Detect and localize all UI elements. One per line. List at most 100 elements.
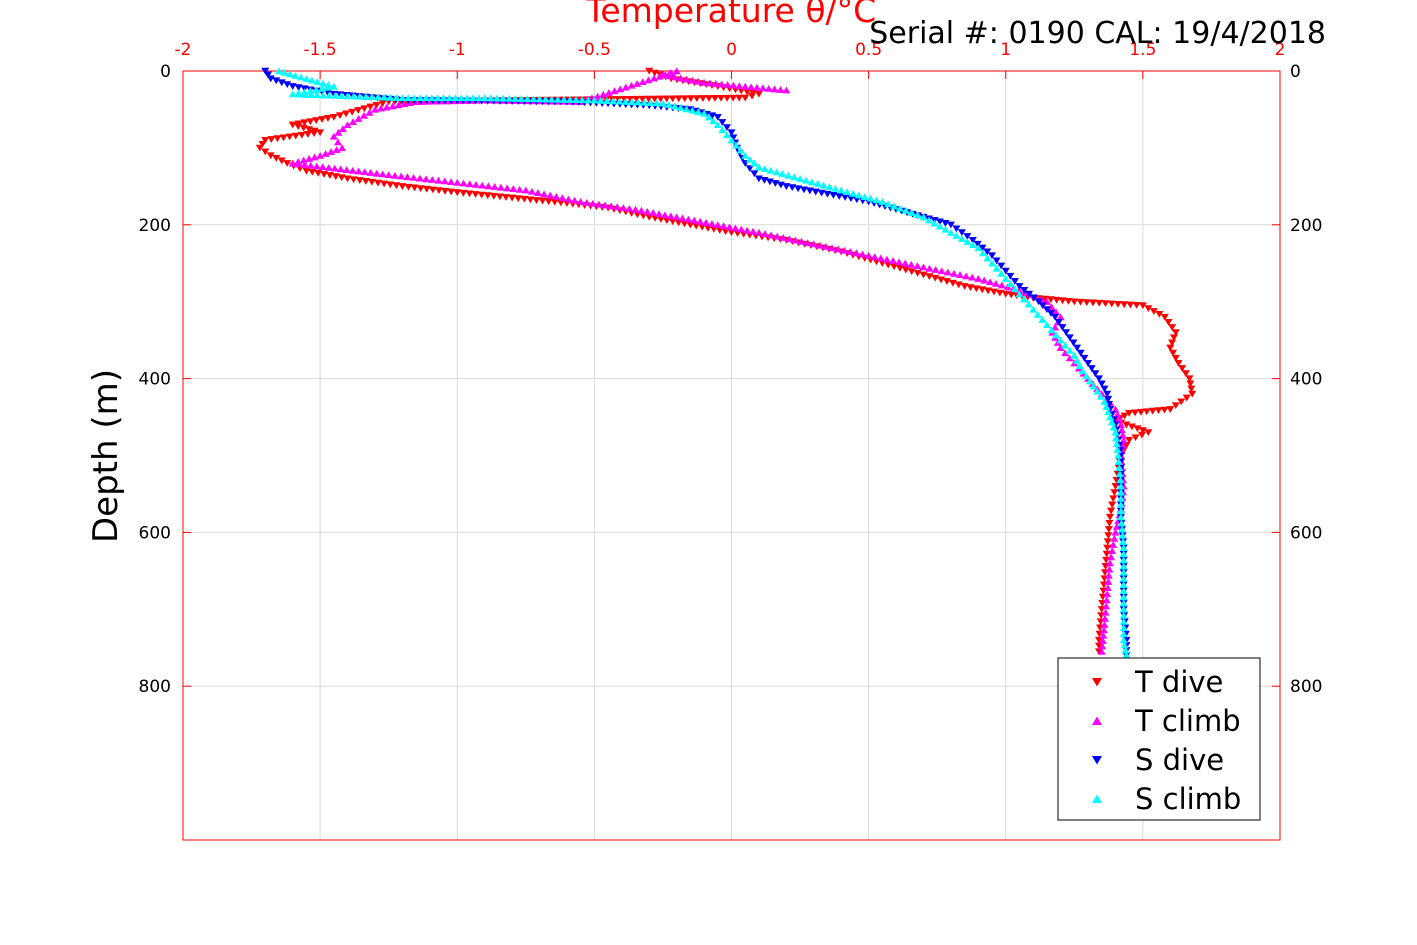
x-tick-label: -1 bbox=[449, 40, 466, 60]
data-point-s-climb bbox=[837, 186, 846, 194]
data-point-t-climb bbox=[754, 228, 763, 236]
data-point-t-climb bbox=[672, 67, 681, 75]
data-point-s-dive bbox=[782, 183, 791, 190]
data-point-t-climb bbox=[666, 212, 675, 220]
data-point-t-climb bbox=[484, 182, 493, 190]
data-point-t-dive bbox=[748, 92, 757, 100]
data-point-s-dive bbox=[1087, 365, 1096, 372]
data-point-s-climb bbox=[329, 82, 338, 90]
data-point-s-climb bbox=[280, 68, 289, 76]
data-point-s-climb bbox=[1119, 630, 1128, 638]
data-point-s-climb bbox=[872, 196, 881, 204]
data-point-t-dive bbox=[1133, 425, 1142, 433]
data-point-t-climb bbox=[1105, 559, 1114, 567]
legend-label: S dive bbox=[1135, 743, 1224, 777]
data-point-s-climb bbox=[1082, 372, 1091, 380]
data-point-s-dive bbox=[978, 244, 987, 252]
data-point-s-dive bbox=[799, 186, 808, 194]
x-tick-label: 0.5 bbox=[855, 40, 882, 60]
data-point-t-climb bbox=[637, 206, 646, 214]
data-point-t-climb bbox=[741, 82, 750, 90]
data-point-t-dive bbox=[907, 268, 916, 276]
data-point-s-climb bbox=[848, 189, 857, 197]
data-point-t-dive bbox=[1104, 526, 1113, 533]
data-point-t-climb bbox=[684, 215, 693, 223]
data-point-t-climb bbox=[643, 208, 652, 215]
data-point-s-climb bbox=[878, 198, 887, 205]
data-point-t-dive bbox=[1154, 407, 1163, 415]
data-point-s-dive bbox=[1103, 390, 1112, 398]
data-point-s-climb bbox=[1116, 494, 1125, 502]
data-point-t-dive bbox=[984, 287, 993, 295]
data-point-t-dive bbox=[1122, 421, 1131, 429]
data-point-t-climb bbox=[943, 268, 952, 276]
data-point-t-climb bbox=[310, 153, 319, 161]
data-point-s-climb bbox=[1114, 458, 1123, 465]
data-point-t-climb bbox=[743, 226, 752, 234]
data-point-t-climb bbox=[644, 76, 653, 84]
data-point-s-climb bbox=[784, 171, 793, 179]
data-point-t-dive bbox=[1125, 410, 1134, 417]
data-point-s-climb bbox=[658, 99, 667, 107]
data-point-t-climb bbox=[406, 99, 415, 107]
data-point-s-climb bbox=[913, 211, 922, 219]
data-point-t-climb bbox=[503, 184, 512, 192]
data-point-t-climb bbox=[767, 231, 776, 239]
data-point-s-dive bbox=[283, 81, 292, 89]
data-point-t-dive bbox=[662, 95, 671, 103]
data-point-s-dive bbox=[794, 185, 803, 193]
data-point-t-dive bbox=[680, 95, 689, 103]
data-point-t-climb bbox=[779, 234, 788, 241]
data-point-s-climb bbox=[997, 269, 1006, 277]
data-point-s-climb bbox=[445, 94, 454, 102]
data-point-t-dive bbox=[1142, 408, 1151, 416]
data-point-t-dive bbox=[942, 278, 951, 285]
data-point-s-climb bbox=[727, 136, 736, 144]
data-point-t-climb bbox=[1111, 528, 1120, 536]
data-point-t-climb bbox=[650, 74, 659, 82]
data-point-s-dive bbox=[1076, 349, 1085, 357]
data-point-s-climb bbox=[825, 183, 834, 191]
data-point-s-climb bbox=[535, 95, 544, 103]
data-point-t-dive bbox=[1168, 339, 1177, 347]
data-point-s-dive bbox=[983, 248, 992, 256]
data-point-t-climb bbox=[599, 90, 608, 98]
data-point-s-climb bbox=[831, 184, 840, 192]
data-point-t-dive bbox=[308, 168, 317, 176]
data-point-s-climb bbox=[288, 90, 297, 98]
data-point-s-climb bbox=[1042, 321, 1051, 328]
data-point-s-climb bbox=[704, 113, 713, 121]
data-point-s-dive bbox=[750, 170, 759, 178]
data-point-s-dive bbox=[1006, 272, 1015, 280]
data-point-t-climb bbox=[633, 80, 642, 87]
data-point-t-climb bbox=[1103, 590, 1112, 598]
data-point-t-climb bbox=[682, 75, 691, 83]
data-point-t-dive bbox=[1089, 299, 1098, 307]
x-tick-label: 1.5 bbox=[1129, 40, 1156, 60]
data-point-s-climb bbox=[1116, 501, 1125, 508]
y-tick-label-right: 200 bbox=[1290, 216, 1322, 236]
data-point-t-climb bbox=[312, 162, 321, 170]
data-point-t-climb bbox=[376, 104, 385, 112]
data-point-t-dive bbox=[913, 269, 922, 277]
data-point-t-dive bbox=[306, 118, 315, 126]
data-point-t-dive bbox=[428, 186, 437, 194]
data-point-s-climb bbox=[1107, 418, 1116, 426]
data-point-t-climb bbox=[300, 161, 309, 168]
data-point-s-dive bbox=[266, 75, 275, 83]
data-point-s-climb bbox=[474, 94, 483, 102]
data-point-t-climb bbox=[552, 193, 561, 200]
legend-marker bbox=[1092, 716, 1102, 725]
data-point-s-climb bbox=[1119, 593, 1128, 601]
data-point-s-dive bbox=[805, 187, 814, 195]
data-point-t-climb bbox=[925, 264, 934, 272]
data-point-t-dive bbox=[386, 181, 395, 189]
data-point-t-dive bbox=[1131, 409, 1140, 417]
data-point-s-climb bbox=[392, 94, 401, 101]
data-point-s-climb bbox=[590, 96, 599, 104]
data-point-t-dive bbox=[1108, 501, 1117, 509]
data-point-s-climb bbox=[1119, 624, 1128, 631]
data-point-t-climb bbox=[336, 165, 345, 173]
data-point-t-dive bbox=[972, 285, 981, 293]
data-point-t-climb bbox=[459, 179, 468, 187]
